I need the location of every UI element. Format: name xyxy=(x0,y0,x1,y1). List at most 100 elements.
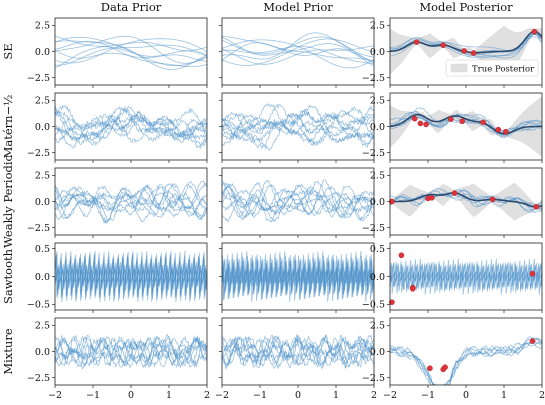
sample-curve xyxy=(222,110,374,152)
panel: 2.5 0.0 −2.5 xyxy=(362,92,543,163)
sample-curve xyxy=(390,340,542,385)
legend-box xyxy=(445,59,539,77)
sample-curve xyxy=(222,335,374,369)
panel: 2.5 0.0 −2.5 True Posterior xyxy=(362,17,543,88)
y-tick-label: 0.0 xyxy=(35,347,50,358)
sample-curve xyxy=(55,110,207,147)
sample-curve xyxy=(390,337,542,385)
x-tick-label: 0 xyxy=(295,390,301,401)
x-tick-label: −2 xyxy=(48,390,62,401)
y-tick-label: 2.5 xyxy=(370,21,385,32)
sample-curve xyxy=(55,335,207,368)
row-label: Sawtooth xyxy=(1,248,15,304)
sample-curve xyxy=(222,104,374,144)
sample-curve xyxy=(222,38,374,66)
observation-point xyxy=(461,48,467,54)
x-tick-label: −1 xyxy=(253,390,267,401)
sample-curve xyxy=(55,35,207,64)
panel: 0.5 0.0 −0.5 xyxy=(27,242,208,313)
sample-curve xyxy=(222,269,374,284)
x-tick-label: 2 xyxy=(204,390,210,401)
y-tick-label: 2.5 xyxy=(370,171,385,182)
sample-curve xyxy=(55,40,207,70)
sample-curve xyxy=(55,180,207,218)
sample-curve xyxy=(222,189,374,214)
x-tick-label: 2 xyxy=(539,390,545,401)
panel xyxy=(219,167,375,238)
y-tick-label: 0.5 xyxy=(35,244,50,255)
y-tick-label: −2.5 xyxy=(27,73,50,84)
sample-curve xyxy=(222,32,374,60)
sample-curve xyxy=(55,334,207,368)
sample-curve xyxy=(222,45,374,65)
y-tick-label: −2.5 xyxy=(362,73,385,84)
panel xyxy=(219,242,375,313)
observation-point xyxy=(423,121,429,128)
sample-curve xyxy=(222,36,374,64)
x-tick-label: 2 xyxy=(371,390,377,401)
row-label: Weakly Periodic xyxy=(1,155,15,248)
sample-curve xyxy=(222,334,374,368)
posterior-mean-line xyxy=(390,192,542,208)
sample-curve xyxy=(222,334,374,370)
y-tick-label: 2.5 xyxy=(35,171,50,182)
sample-curve xyxy=(55,36,207,67)
x-tick-label: −1 xyxy=(421,390,435,401)
observation-point xyxy=(442,364,448,371)
sample-curve xyxy=(390,337,542,385)
y-tick-label: −2.5 xyxy=(362,148,385,159)
observation-point xyxy=(533,203,540,210)
sample-curve xyxy=(222,181,374,217)
y-tick-label: −2.5 xyxy=(362,373,385,384)
observation-point xyxy=(440,42,447,49)
legend: True Posterior xyxy=(445,59,539,77)
x-tick-label: −2 xyxy=(215,390,229,401)
observation-point xyxy=(470,50,477,56)
column-title: Model Prior xyxy=(263,0,333,14)
panel: 0.5 0.0 −0.5 xyxy=(362,242,543,313)
observation-point xyxy=(495,126,502,133)
panel-frame xyxy=(221,92,375,161)
panel xyxy=(219,92,375,163)
legend-swatch xyxy=(450,63,468,73)
observation-point xyxy=(503,128,509,135)
sample-curve xyxy=(55,335,207,369)
x-tick-label: 0 xyxy=(128,390,134,401)
sample-curve xyxy=(222,35,374,67)
panel: 2.5 0.0 −2.5 xyxy=(27,92,208,163)
observation-point xyxy=(451,190,458,196)
observation-point xyxy=(459,118,466,125)
observation-point xyxy=(489,196,496,203)
y-tick-label: 2.5 xyxy=(370,321,385,332)
sample-curve xyxy=(55,270,207,283)
y-tick-label: 0.5 xyxy=(370,244,385,255)
observation-point xyxy=(427,365,433,372)
sample-curve xyxy=(222,181,374,220)
row-label: Mixture xyxy=(1,328,15,374)
sample-curve xyxy=(55,184,207,223)
x-tick-label: −2 xyxy=(383,390,397,401)
sample-curve xyxy=(55,335,207,370)
panel: 2.5 0.0 −2.5 −2 −1 0 1 2 xyxy=(362,317,545,401)
y-tick-label: 0.0 xyxy=(35,122,50,133)
sample-curve xyxy=(222,266,374,287)
y-tick-label: −2.5 xyxy=(27,148,50,159)
observation-point xyxy=(480,119,486,126)
y-tick-label: 0.0 xyxy=(370,197,385,208)
sample-curve xyxy=(55,106,207,142)
y-tick-label: 0.0 xyxy=(370,347,385,358)
y-tick-label: 0.0 xyxy=(370,272,385,283)
sample-curve xyxy=(55,44,207,66)
sample-curve xyxy=(55,38,207,64)
y-tick-label: 2.5 xyxy=(370,96,385,107)
panel: 2.5 0.0 −2.5 xyxy=(27,167,208,238)
panel: 2.5 0.0 −2.5 −2 −1 0 1 2 xyxy=(27,317,210,401)
observation-point xyxy=(413,39,420,45)
sample-curve xyxy=(55,36,207,57)
panel xyxy=(219,17,375,88)
x-tick-label: 1 xyxy=(333,390,339,401)
sample-curve xyxy=(55,184,207,221)
row-label: SE xyxy=(1,43,15,59)
observation-point xyxy=(409,285,416,292)
sample-curve xyxy=(222,334,374,369)
